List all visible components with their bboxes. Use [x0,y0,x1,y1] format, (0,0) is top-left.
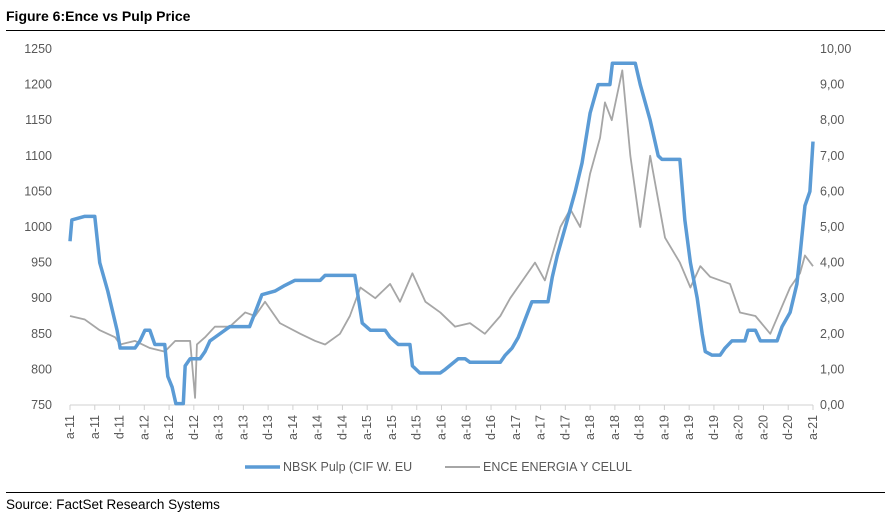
source-note: Source: FactSet Research Systems [6,497,220,512]
x-tick-label: a-20 [732,415,746,440]
y-right-tick-label: 4,00 [820,256,844,270]
x-tick-label: a-11 [63,415,77,439]
top-rule [6,30,885,31]
x-tick-label: a-18 [583,415,597,440]
y-right-tick-label: 1,00 [820,362,844,376]
legend-label: ENCE ENERGIA Y CELUL [483,460,632,474]
y-left-tick-label: 1000 [24,220,52,234]
x-tick-label: a-15 [385,415,399,440]
x-tick-label: a-12 [137,415,151,440]
y-left-tick-label: 1150 [25,113,52,127]
x-tick-label: d-12 [187,415,201,440]
y-left-tick-label: 900 [31,291,52,305]
y-right-tick-label: 3,00 [820,291,844,305]
x-tick-label: a-13 [212,415,226,440]
x-tick-label: a-16 [435,415,449,440]
x-tick-label: d-17 [558,415,572,440]
y-right-tick-label: 9,00 [820,78,844,92]
y-right-tick-label: 6,00 [820,184,844,198]
y-left-tick-label: 750 [31,398,52,412]
bottom-rule [6,492,885,493]
x-tick-label: a-20 [756,415,770,440]
x-tick-label: a-15 [360,415,374,440]
y-left-tick-label: 1250 [24,42,52,56]
x-tick-label: a-17 [509,415,523,440]
x-tick-label: d-11 [113,415,127,439]
series-line-ence [69,69,814,399]
y-left-tick-label: 800 [31,362,52,376]
y-left-tick-label: 1050 [24,184,52,198]
x-tick-label: a-19 [682,415,696,440]
x-tick-label: a-14 [286,415,300,440]
y-right-tick-label: 2,00 [820,327,844,341]
x-tick-label: a-19 [657,415,671,440]
y-left-tick-label: 1200 [24,78,52,92]
x-tick-label: a-21 [806,415,820,440]
x-tick-label: d-15 [410,415,424,440]
legend-label: NBSK Pulp (CIF W. EU [283,460,412,474]
y-right-tick-label: 8,00 [820,113,844,127]
y-right-tick-label: 5,00 [820,220,844,234]
x-tick-label: d-20 [781,415,795,440]
series-line-nbsk-pulp [68,61,815,406]
x-tick-label: d-16 [484,415,498,440]
y-left-tick-label: 1100 [25,149,52,163]
y-right-tick-label: 0,00 [820,398,844,412]
x-tick-label: a-16 [459,415,473,440]
figure-title: Figure 6:Ence vs Pulp Price [6,8,191,24]
x-tick-label: a-17 [534,415,548,440]
x-tick-label: a-18 [608,415,622,440]
y-left-tick-label: 950 [31,256,52,270]
y-right-tick-label: 7,00 [820,149,844,163]
x-tick-label: a-12 [162,415,176,440]
x-tick-label: a-11 [88,415,102,439]
x-tick-label: d-19 [707,415,721,440]
x-tick-label: d-18 [633,415,647,440]
y-left-tick-label: 850 [31,327,52,341]
x-tick-label: a-13 [236,415,250,440]
y-right-tick-label: 10,00 [820,42,851,56]
x-tick-label: a-14 [311,415,325,440]
x-tick-label: d-14 [335,415,349,440]
x-tick-label: d-13 [261,415,275,440]
